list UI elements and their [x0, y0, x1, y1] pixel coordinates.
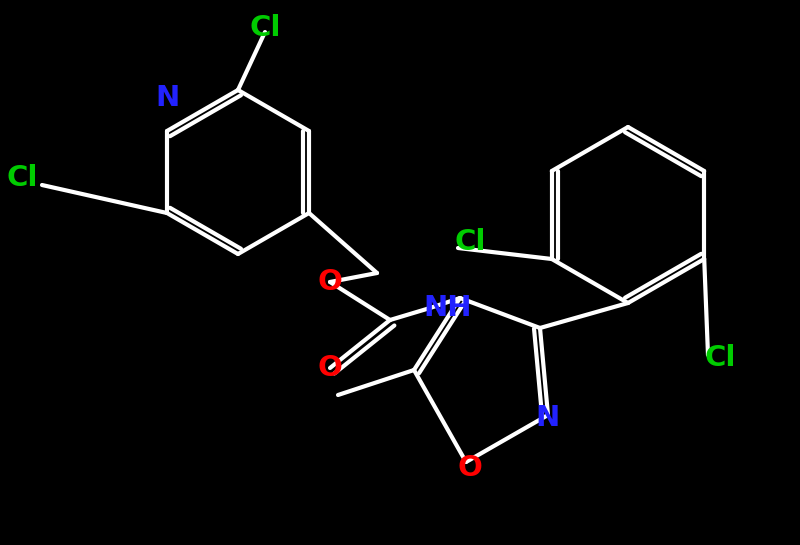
Text: Cl: Cl	[250, 14, 281, 42]
Text: Cl: Cl	[454, 228, 486, 256]
Text: N: N	[156, 84, 180, 112]
Text: NH: NH	[424, 294, 472, 322]
Text: N: N	[536, 404, 560, 432]
Text: O: O	[318, 354, 342, 382]
Text: Cl: Cl	[6, 164, 38, 192]
Text: O: O	[458, 454, 482, 482]
Text: O: O	[318, 268, 342, 296]
Text: Cl: Cl	[704, 344, 736, 372]
